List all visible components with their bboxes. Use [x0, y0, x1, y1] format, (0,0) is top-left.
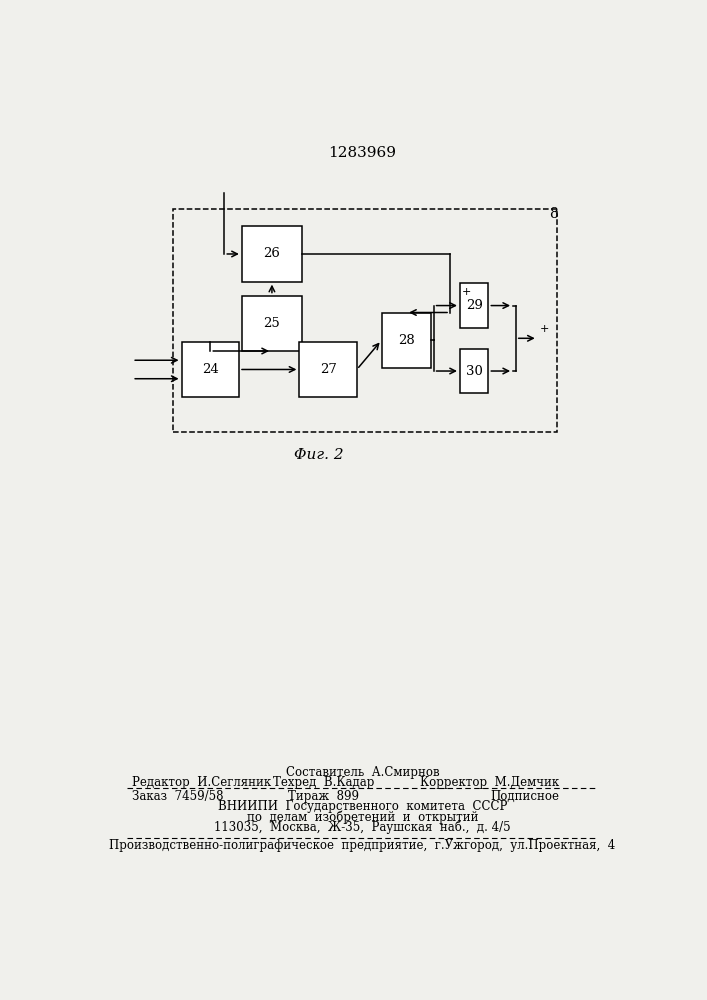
Text: по  делам  изобретений  и  открытий: по делам изобретений и открытий [247, 810, 478, 824]
Text: Производственно-полиграфическое  предприятие,  г.Ужгород,  ул.Проектная,  4: Производственно-полиграфическое предприя… [109, 839, 616, 852]
Text: Корректор  М.Демчик: Корректор М.Демчик [421, 776, 560, 789]
Bar [460, 283, 489, 328]
Text: 8: 8 [549, 207, 557, 221]
Bar [382, 312, 431, 368]
Text: 28: 28 [398, 334, 414, 347]
Text: Подписное: Подписное [491, 790, 560, 803]
Text: 30: 30 [466, 365, 483, 378]
Text: Техред  В.Кадар: Техред В.Кадар [274, 776, 375, 789]
Bar [242, 296, 302, 351]
Text: 113035,  Москва,  Ж-35,  Раушская  наб.,  д. 4/5: 113035, Москва, Ж-35, Раушская наб., д. … [214, 820, 510, 834]
Text: 24: 24 [202, 363, 218, 376]
Text: Составитель  А.Смирнов: Составитель А.Смирнов [286, 766, 439, 779]
Bar [173, 209, 557, 432]
Bar [460, 349, 489, 393]
Bar [242, 226, 302, 282]
Bar [182, 342, 239, 397]
Text: Φиг. 2: Φиг. 2 [293, 448, 344, 462]
Text: Тираж  899: Тираж 899 [288, 790, 359, 803]
Text: +: + [462, 287, 471, 297]
Text: ВНИИПИ  Государственного  комитета  СССР: ВНИИПИ Государственного комитета СССР [218, 800, 507, 813]
Text: Редактор  И.Сегляник: Редактор И.Сегляник [132, 776, 271, 789]
Text: Заказ  7459/58: Заказ 7459/58 [132, 790, 223, 803]
Text: 25: 25 [264, 317, 280, 330]
Bar [299, 342, 357, 397]
Text: 27: 27 [320, 363, 337, 376]
Text: +: + [539, 324, 549, 334]
Text: 29: 29 [466, 299, 483, 312]
Text: 26: 26 [264, 247, 281, 260]
Text: 1283969: 1283969 [328, 146, 397, 160]
